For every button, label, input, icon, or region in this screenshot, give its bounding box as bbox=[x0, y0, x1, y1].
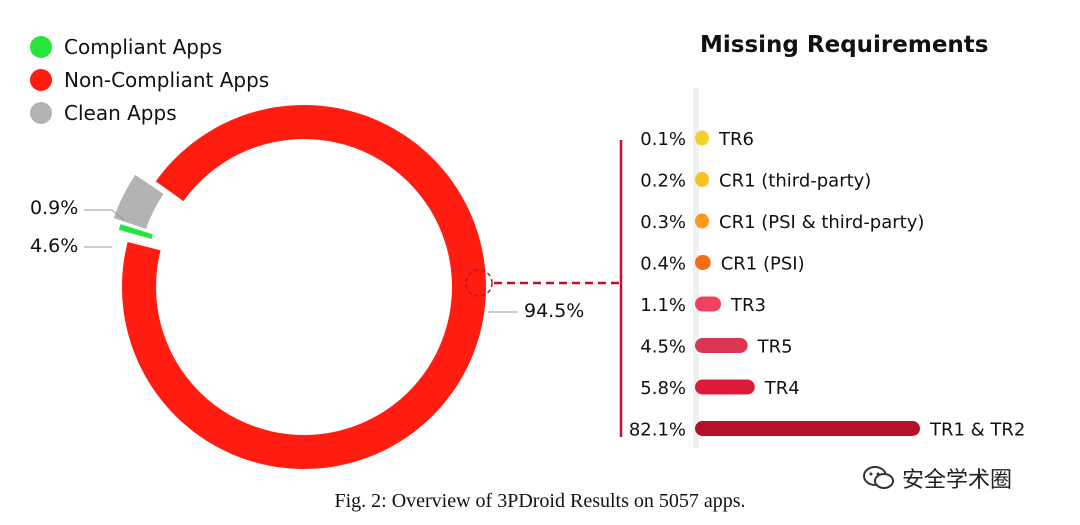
legend-item-compliant: Compliant Apps bbox=[30, 30, 269, 63]
donut-legend: Compliant Apps Non-Compliant Apps Clean … bbox=[30, 30, 269, 129]
bar-category-label: CR1 (PSI) bbox=[721, 254, 805, 275]
missing-requirements-bar-chart: TR6 0.1% CR1 (third-party) 0.2% CR1 (PSI & t… bbox=[629, 88, 1025, 448]
legend-label-clean: Clean Apps bbox=[64, 100, 177, 125]
bar-tr6 bbox=[695, 130, 709, 146]
bar-tr1-tr2 bbox=[695, 421, 920, 436]
donut-slice-clean-apps bbox=[113, 174, 164, 229]
legend-swatch-non-compliant bbox=[30, 68, 52, 91]
bar-cr1-psi-third-party- bbox=[695, 213, 709, 229]
legend-swatch-clean bbox=[30, 101, 52, 124]
bar-value-label: 0.4% bbox=[640, 254, 686, 275]
bar-category-label: TR1 & TR2 bbox=[929, 420, 1025, 441]
leader-line-compliant bbox=[84, 209, 125, 221]
legend-label-non-compliant: Non-Compliant Apps bbox=[64, 67, 270, 92]
bar-value-label: 5.8% bbox=[640, 378, 686, 399]
wechat-icon bbox=[863, 466, 894, 489]
bar-axis bbox=[693, 88, 699, 448]
bar-category-label: TR3 bbox=[730, 295, 766, 316]
bar-category-label: TR6 bbox=[718, 129, 754, 150]
bar-value-label: 0.2% bbox=[640, 171, 686, 192]
bar-category-label: CR1 (PSI & third-party) bbox=[719, 212, 924, 233]
bar-tr3 bbox=[695, 296, 722, 312]
bar-value-label: 1.1% bbox=[640, 295, 686, 316]
bar-value-label: 0.1% bbox=[640, 129, 686, 150]
zoom-marker bbox=[465, 269, 493, 297]
bar-cr1-psi- bbox=[695, 255, 711, 270]
legend-item-clean: Clean Apps bbox=[30, 96, 269, 129]
legend-label-compliant: Compliant Apps bbox=[64, 34, 223, 59]
bar-cr1-third-party- bbox=[695, 172, 709, 187]
watermark-text: 安全学术圈 bbox=[902, 468, 1013, 493]
donut-slice-non-compliant-apps bbox=[121, 104, 487, 469]
bar-tr4 bbox=[695, 379, 755, 395]
legend-swatch-compliant bbox=[30, 35, 52, 58]
bar-chart-title: Missing Requirements bbox=[700, 32, 989, 58]
bar-category-label: TR4 bbox=[764, 378, 800, 399]
bar-tr5 bbox=[695, 338, 748, 353]
legend-item-non-compliant: Non-Compliant Apps bbox=[30, 63, 269, 96]
bar-value-label: 4.5% bbox=[640, 337, 686, 358]
bar-value-label: 0.3% bbox=[640, 212, 686, 233]
slice-label-compliant: 0.9% bbox=[30, 197, 79, 219]
slice-label-non-compliant: 94.5% bbox=[524, 300, 585, 322]
bar-category-label: TR5 bbox=[757, 337, 793, 358]
bar-value-label: 82.1% bbox=[629, 420, 686, 441]
donut-slice-compliant-apps bbox=[118, 224, 153, 239]
figure-caption: Fig. 2: Overview of 3PDroid Results on 5… bbox=[334, 490, 746, 512]
donut-chart bbox=[84, 104, 623, 469]
slice-label-clean: 4.6% bbox=[30, 235, 79, 257]
bar-category-label: CR1 (third-party) bbox=[719, 171, 871, 192]
watermark: 安全学术圈 bbox=[862, 462, 1012, 494]
